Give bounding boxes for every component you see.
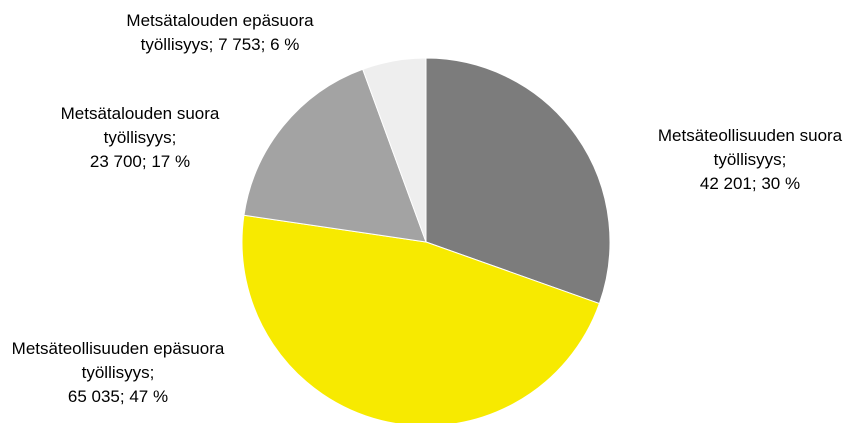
pie-slice bbox=[425, 57, 611, 305]
pie-slice bbox=[362, 57, 427, 243]
slice-label: Metsäteollisuuden epäsuora työllisyys; 6… bbox=[8, 337, 228, 409]
slice-label: Metsätalouden suora työllisyys; 23 700; … bbox=[50, 102, 230, 174]
slice-label: Metsäteollisuuden suora työllisyys; 42 2… bbox=[650, 124, 850, 196]
category-label: Metsätalouden suora työllisyys; bbox=[60, 104, 220, 147]
pie-slice bbox=[241, 214, 601, 423]
pie-slice bbox=[243, 68, 427, 243]
category-label: Metsätalouden epäsuora työllisyys; bbox=[126, 11, 314, 54]
value-label: 65 035; 47 % bbox=[67, 387, 169, 406]
value-label: 42 201; 30 % bbox=[699, 174, 801, 193]
category-label: Metsäteollisuuden epäsuora työllisyys; bbox=[11, 339, 225, 382]
value-label: 7 753; 6 % bbox=[218, 35, 300, 54]
value-label: 23 700; 17 % bbox=[89, 152, 191, 171]
category-label: Metsäteollisuuden suora työllisyys; bbox=[657, 126, 843, 169]
slice-label: Metsätalouden epäsuora työllisyys; 7 753… bbox=[100, 9, 340, 57]
